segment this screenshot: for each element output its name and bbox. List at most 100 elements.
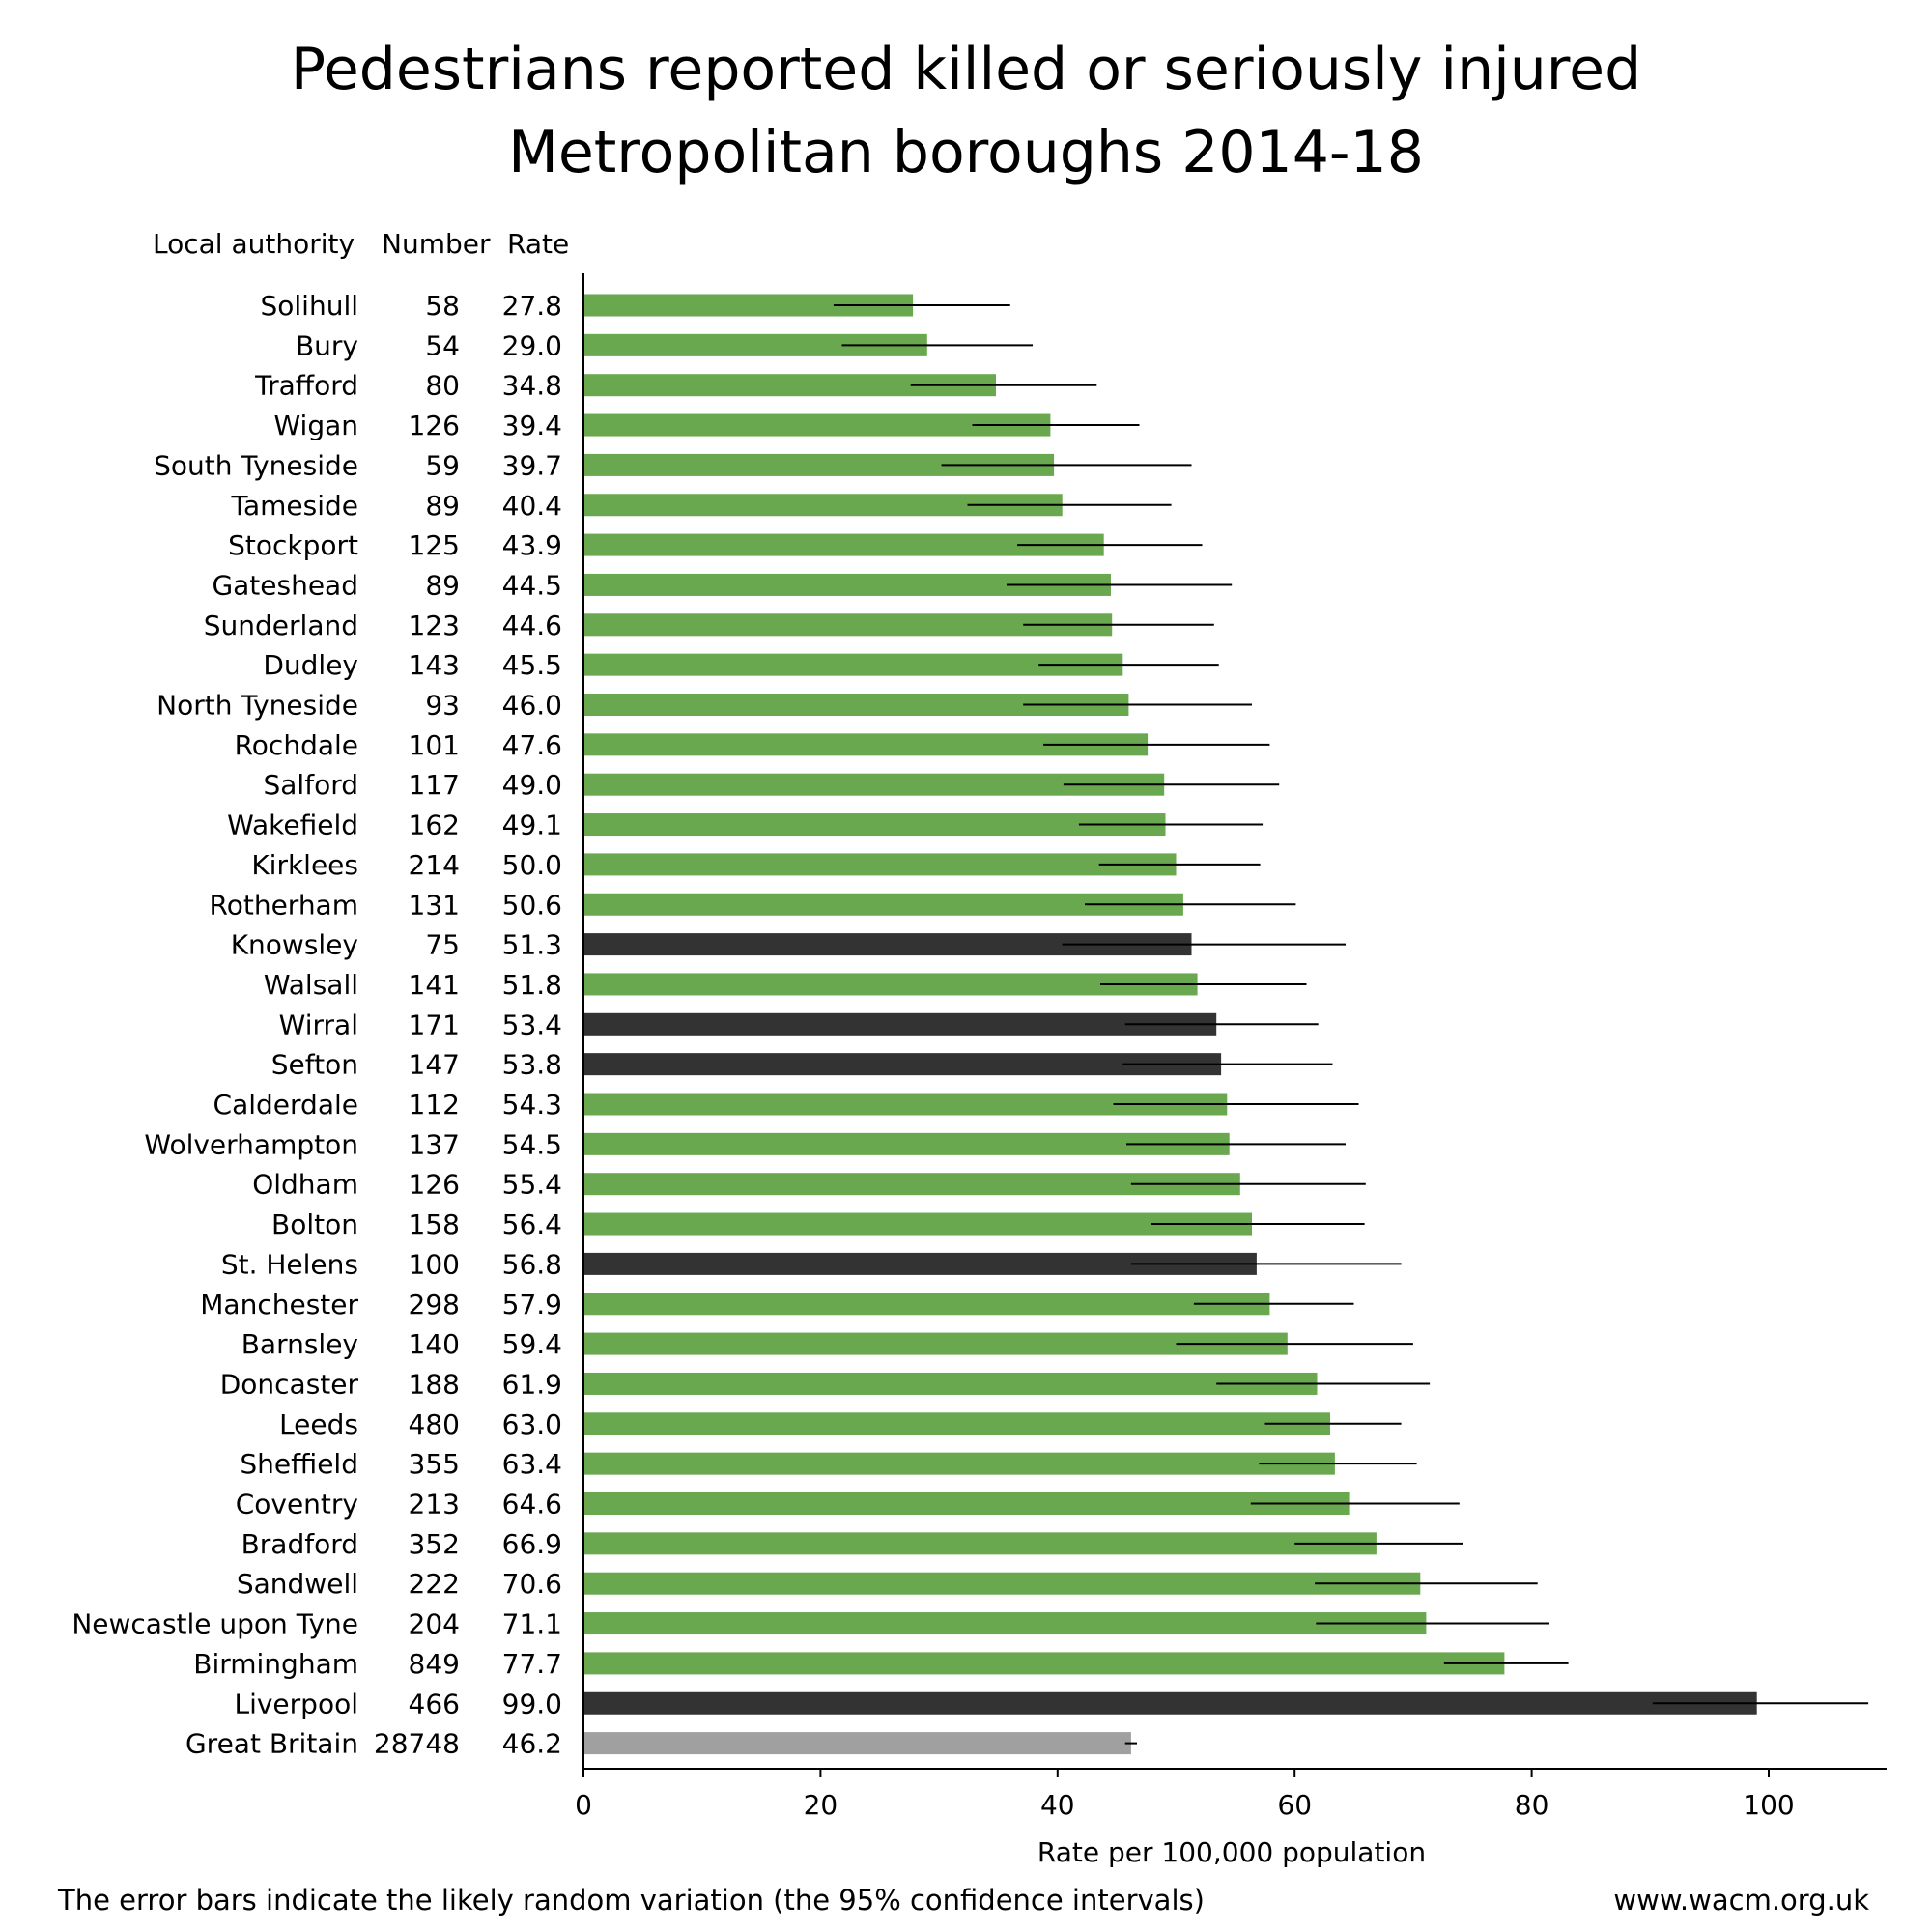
bar [583, 613, 1113, 637]
row-rate: 40.4 [502, 490, 562, 522]
x-tick-label: 80 [1515, 1789, 1549, 1821]
row-rate: 51.8 [502, 969, 562, 1001]
row-oldham: Oldham 126 55.4 [252, 1169, 1366, 1201]
row-number: 137 [409, 1128, 460, 1160]
row-number: 125 [409, 529, 460, 561]
row-rate: 47.6 [502, 729, 562, 761]
row-label: Doncaster [220, 1368, 359, 1400]
row-leeds: Leeds 480 63.0 [279, 1408, 1402, 1440]
row-number: 123 [409, 610, 460, 641]
row-rochdale: Rochdale 101 47.6 [235, 729, 1270, 761]
row-label: South Tyneside [154, 449, 358, 481]
row-number: 140 [409, 1328, 460, 1360]
row-number: 849 [409, 1648, 460, 1680]
bar [583, 773, 1165, 796]
row-north-tyneside: North Tyneside 93 46.0 [156, 690, 1252, 722]
bar [583, 294, 914, 317]
row-label: Knowsley [231, 929, 358, 961]
row-rate: 63.0 [502, 1408, 562, 1440]
bar [583, 1212, 1252, 1236]
chart-rows: Solihull 58 27.8 Bury 54 29.0 Trafford 80 34.8 Wi… [71, 290, 1869, 1760]
column-header-rate: Rate [507, 228, 569, 260]
row-rate: 56.4 [502, 1208, 562, 1240]
row-label: Bolton [271, 1208, 358, 1240]
bar [583, 453, 1055, 476]
row-number: 117 [409, 769, 460, 801]
row-label: North Tyneside [156, 690, 358, 722]
row-label: Tameside [231, 490, 359, 522]
row-rate: 54.5 [502, 1128, 562, 1160]
row-rate: 77.7 [502, 1648, 562, 1680]
row-number: 171 [409, 1009, 460, 1040]
row-label: Walsall [264, 969, 358, 1001]
row-number: 204 [409, 1608, 460, 1640]
row-label: Stockport [228, 529, 358, 561]
row-label: Wigan [273, 410, 358, 441]
x-tick-label: 40 [1040, 1789, 1075, 1821]
row-label: Wirral [279, 1009, 358, 1040]
row-solihull: Solihull 58 27.8 [260, 290, 1010, 322]
row-sefton: Sefton 147 53.8 [271, 1049, 1333, 1081]
row-label: Salford [264, 769, 359, 801]
row-label: Sefton [271, 1049, 358, 1081]
row-label: Gateshead [212, 569, 358, 601]
row-number: 112 [409, 1089, 460, 1121]
row-trafford: Trafford 80 34.8 [254, 370, 1097, 402]
column-header-number: Number [382, 228, 491, 260]
bar [583, 1173, 1240, 1196]
row-coventry: Coventry 213 64.6 [236, 1489, 1460, 1520]
row-number: 101 [409, 729, 460, 761]
row-barnsley: Barnsley 140 59.4 [242, 1328, 1413, 1360]
x-tick-label: 100 [1743, 1789, 1794, 1821]
row-label: Liverpool [234, 1688, 358, 1719]
row-label: Calderdale [213, 1089, 358, 1121]
x-tick-label: 20 [804, 1789, 838, 1821]
row-label: Rochdale [235, 729, 358, 761]
row-number: 131 [409, 889, 460, 921]
bar [583, 653, 1123, 676]
row-number: 143 [409, 649, 460, 681]
bar [583, 333, 927, 356]
row-wirral: Wirral 171 53.4 [279, 1009, 1319, 1040]
bar [583, 1332, 1288, 1355]
row-label: Wakefield [227, 810, 358, 841]
row-dudley: Dudley 143 45.5 [263, 649, 1219, 681]
row-sheffield: Sheffield 355 63.4 [240, 1448, 1417, 1480]
row-wigan: Wigan 126 39.4 [273, 410, 1140, 441]
row-rotherham: Rotherham 131 50.6 [210, 889, 1296, 921]
row-label: Manchester [200, 1289, 358, 1321]
row-number: 93 [425, 690, 460, 722]
row-number: 213 [409, 1489, 460, 1520]
row-st-helens: St. Helens 100 56.8 [221, 1248, 1402, 1280]
row-label: Trafford [254, 370, 358, 402]
row-label: Bury [296, 329, 358, 361]
row-number: 126 [409, 1169, 460, 1201]
row-number: 89 [425, 569, 460, 601]
row-manchester: Manchester 298 57.9 [200, 1289, 1354, 1321]
row-kirklees: Kirklees 214 50.0 [251, 849, 1261, 881]
row-label: St. Helens [221, 1248, 358, 1280]
row-label: Barnsley [242, 1328, 358, 1360]
bar [583, 1572, 1421, 1595]
row-liverpool: Liverpool 466 99.0 [234, 1688, 1869, 1719]
row-sunderland: Sunderland 123 44.6 [204, 610, 1214, 641]
row-rate: 55.4 [502, 1169, 562, 1201]
row-gateshead: Gateshead 89 44.5 [212, 569, 1233, 601]
row-rate: 44.6 [502, 610, 562, 641]
x-axis-label: Rate per 100,000 population [1037, 1836, 1426, 1868]
source-url: www.wacm.org.uk [1613, 1884, 1869, 1917]
row-knowsley: Knowsley 75 51.3 [231, 929, 1346, 961]
chart-title-line-2: Metropolitan boroughs 2014-18 [508, 119, 1424, 186]
bar [583, 1452, 1335, 1475]
row-calderdale: Calderdale 112 54.3 [213, 1089, 1359, 1121]
row-birmingham: Birmingham 849 77.7 [193, 1648, 1569, 1680]
bar [583, 1132, 1230, 1155]
row-tameside: Tameside 89 40.4 [231, 490, 1172, 522]
row-label: Coventry [236, 1489, 358, 1520]
row-number: 147 [409, 1049, 460, 1081]
row-great-britain: Great Britain 28748 46.2 [185, 1728, 1137, 1760]
row-rate: 71.1 [502, 1608, 562, 1640]
row-walsall: Walsall 141 51.8 [264, 969, 1307, 1001]
bar [583, 694, 1129, 716]
row-label: Sandwell [237, 1568, 358, 1600]
